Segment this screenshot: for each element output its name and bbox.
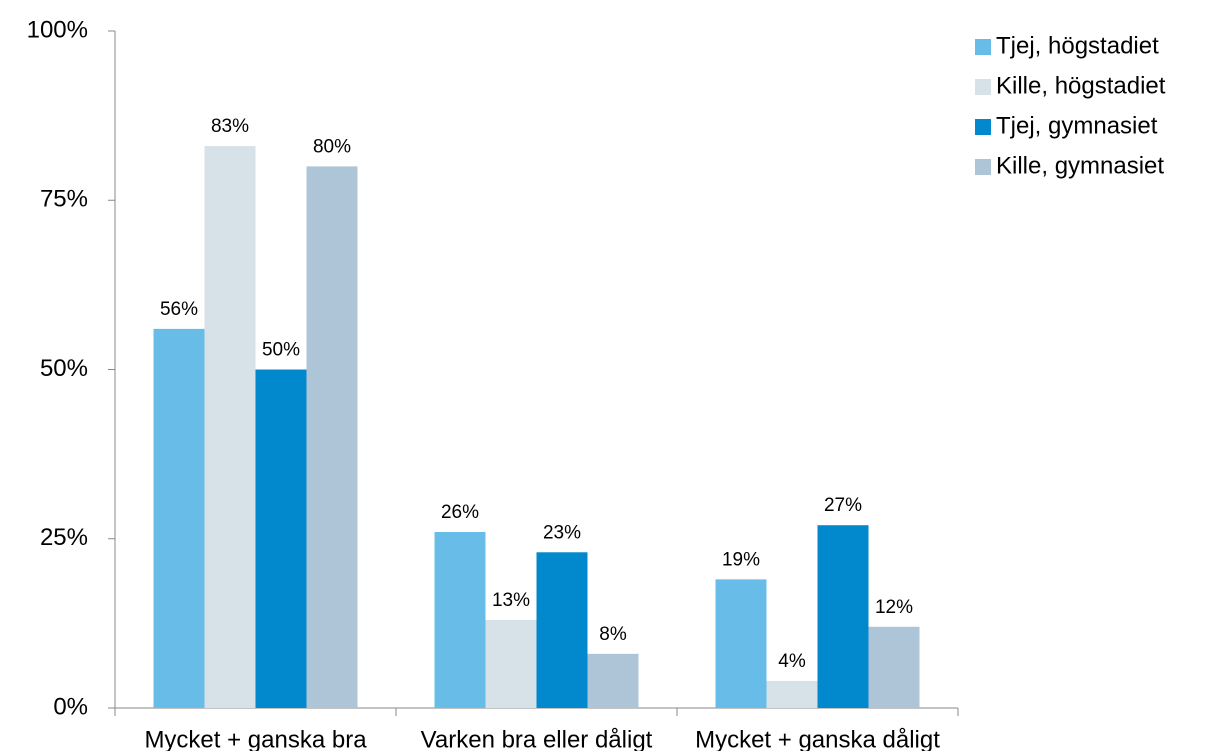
x-tick-label: Mycket + ganska dåligt <box>695 726 940 751</box>
data-label: 8% <box>599 624 627 645</box>
data-label: 4% <box>778 651 806 672</box>
legend-label: Kille, gymnasiet <box>996 152 1164 179</box>
data-label: 26% <box>441 502 479 523</box>
y-tick-label: 100% <box>27 16 88 43</box>
data-label: 27% <box>824 495 862 516</box>
bar <box>817 525 869 708</box>
y-tick-label: 50% <box>40 355 88 382</box>
data-label: 80% <box>313 136 351 157</box>
bar <box>255 369 307 708</box>
bar <box>485 619 537 708</box>
bar <box>434 531 486 708</box>
legend-label: Kille, högstadiet <box>996 72 1166 99</box>
legend-swatch <box>975 79 991 95</box>
x-tick-label: Mycket + ganska bra <box>144 726 367 751</box>
bar <box>536 552 588 708</box>
legend-label: Tjej, gymnasiet <box>996 112 1158 139</box>
data-label: 56% <box>160 299 198 320</box>
legend-swatch <box>975 159 991 175</box>
data-label: 83% <box>211 116 249 137</box>
data-label: 19% <box>722 549 760 570</box>
legend-swatch <box>975 39 991 55</box>
data-label: 23% <box>543 522 581 543</box>
y-tick-label: 0% <box>53 693 88 720</box>
data-label: 50% <box>262 340 300 361</box>
data-label: 12% <box>875 597 913 618</box>
bar <box>204 146 256 709</box>
y-tick-label: 25% <box>40 524 88 551</box>
bar <box>868 626 920 708</box>
bar <box>306 166 358 708</box>
legend-label: Tjej, högstadiet <box>996 32 1159 59</box>
legend-swatch <box>975 119 991 135</box>
bar <box>715 579 767 708</box>
bar <box>766 680 818 708</box>
bar <box>153 328 205 708</box>
x-tick-label: Varken bra eller dåligt <box>421 726 653 751</box>
bar <box>587 653 639 708</box>
y-tick-label: 75% <box>40 186 88 213</box>
data-label: 13% <box>492 590 530 611</box>
